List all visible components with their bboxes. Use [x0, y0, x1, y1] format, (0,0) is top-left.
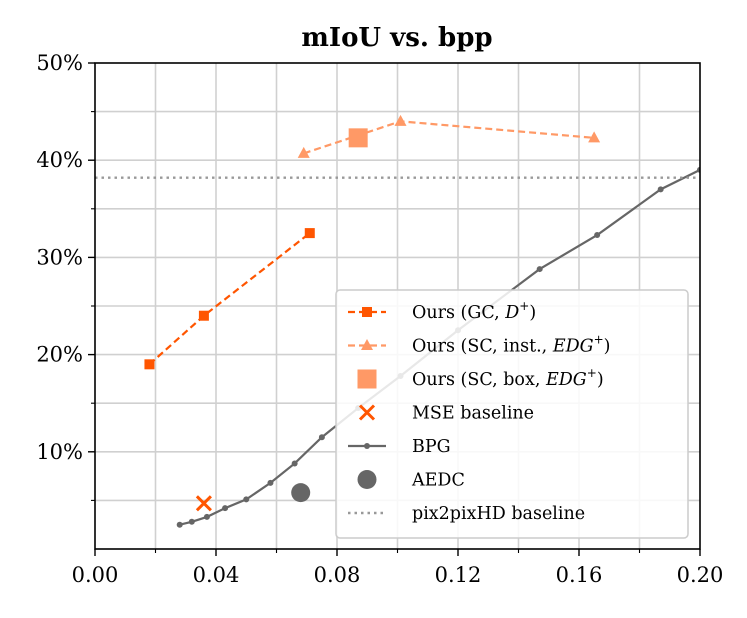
legend-entry-aedc: AEDC [357, 470, 465, 491]
x-tick-label: 0.04 [193, 563, 240, 587]
data-point-bpg [536, 266, 543, 273]
legend-label-text: Ours (SC, box, [412, 370, 546, 390]
legend-box [335, 289, 689, 539]
x-tick-label: 0.00 [72, 563, 119, 587]
series-line-ours-sc-inst-edg [303, 120, 595, 155]
data-point-ours-gc-d [304, 228, 315, 239]
series-ours-sc-box-edg [348, 128, 368, 148]
data-layer [95, 114, 700, 528]
legend-label-math: EDG [545, 370, 587, 390]
data-point-bpg [657, 186, 664, 193]
legend-label-sup: + [594, 333, 604, 347]
legend-label: Ours (GC, D+) [412, 299, 536, 323]
data-point-bpg [594, 232, 601, 239]
data-point-bpg [267, 479, 274, 486]
y-tick-label: 40% [36, 148, 83, 172]
data-point-ours-sc-inst-edg [297, 146, 310, 158]
legend-label: pix2pixHD baseline [412, 504, 585, 524]
legend-entry-ours-sc-box-edg: Ours (SC, box, EDG+) [357, 366, 604, 390]
data-point-ours-sc-box-edg [348, 128, 368, 148]
legend-entry-ours-gc-d: Ours (GC, D+) [348, 299, 536, 323]
legend-label: AEDC [411, 471, 465, 491]
legend-label: MSE baseline [412, 404, 534, 424]
legend-label: Ours (SC, box, EDG+) [412, 366, 604, 390]
legend-label-text: AEDC [411, 471, 465, 491]
data-point-bpg [318, 434, 325, 441]
data-point-bpg [243, 496, 250, 503]
data-point-aedc [291, 483, 311, 503]
legend-marker [357, 470, 377, 489]
legend-marker [358, 404, 376, 421]
legend-label-text: Ours (SC, inst., [412, 337, 553, 357]
legend-label-text: MSE baseline [412, 404, 534, 424]
legend-marker [357, 369, 377, 389]
x-tick-label: 0.16 [556, 563, 603, 587]
legend-marker [364, 443, 370, 449]
data-point-ours-gc-d [144, 359, 155, 370]
legend-label-sup: + [519, 299, 529, 313]
series-ours-gc-d [144, 228, 315, 370]
data-point-ours-sc-inst-edg [588, 131, 601, 143]
legend-label-text: pix2pixHD baseline [412, 504, 585, 524]
legend-marker [361, 339, 373, 350]
x-tick-label: 0.12 [435, 563, 482, 587]
x-tick-label: 0.08 [314, 563, 361, 587]
y-tick-label: 50% [36, 51, 83, 75]
legend-label-math: D [504, 303, 519, 323]
legend-entry-ours-sc-inst-edg: Ours (SC, inst., EDG+) [348, 333, 611, 357]
series-aedc [291, 483, 311, 503]
plot-area [95, 114, 700, 528]
legend-label-end: ) [604, 337, 611, 357]
legend-label: BPG [412, 437, 451, 457]
legend-label-sup: + [587, 366, 597, 380]
data-point-ours-sc-inst-edg [394, 114, 407, 126]
data-point-bpg [176, 521, 183, 528]
legend: Ours (GC, D+)Ours (SC, inst., EDG+)Ours … [335, 289, 689, 539]
legend-label-end: ) [529, 303, 536, 323]
y-tick-label: 10% [36, 440, 83, 464]
legend-label-text: Ours (GC, [412, 303, 505, 323]
series-ours-sc-inst-edg [297, 114, 601, 158]
legend-label-math: EDG [552, 337, 594, 357]
legend-label: Ours (SC, inst., EDG+) [412, 333, 611, 357]
data-point-bpg [291, 460, 298, 467]
legend-entry-bpg: BPG [348, 437, 451, 457]
chart-title: mIoU vs. bpp [301, 23, 492, 53]
data-point-bpg [222, 505, 229, 512]
data-point-bpg [188, 518, 195, 525]
y-tick-label: 30% [36, 245, 83, 269]
axes: 0.00 0.04 0.08 0.12 0.16 0.20 10% 20% 30% 40% 50% [36, 51, 723, 587]
legend-entry-pix2pixhd-baseline: pix2pixHD baseline [348, 504, 585, 524]
legend-label-end: ) [597, 370, 604, 390]
series-mse-baseline [195, 495, 212, 512]
series-line-ours-gc-d [148, 232, 311, 366]
data-point-bpg [203, 513, 210, 520]
legend-marker [362, 307, 372, 317]
x-tick-label: 0.20 [677, 563, 724, 587]
y-tick-label: 20% [36, 343, 83, 367]
legend-label-text: BPG [412, 437, 451, 457]
data-point-ours-gc-d [198, 310, 209, 321]
legend-entry-mse-baseline: MSE baseline [358, 404, 534, 424]
data-point-mse-baseline [195, 495, 212, 512]
